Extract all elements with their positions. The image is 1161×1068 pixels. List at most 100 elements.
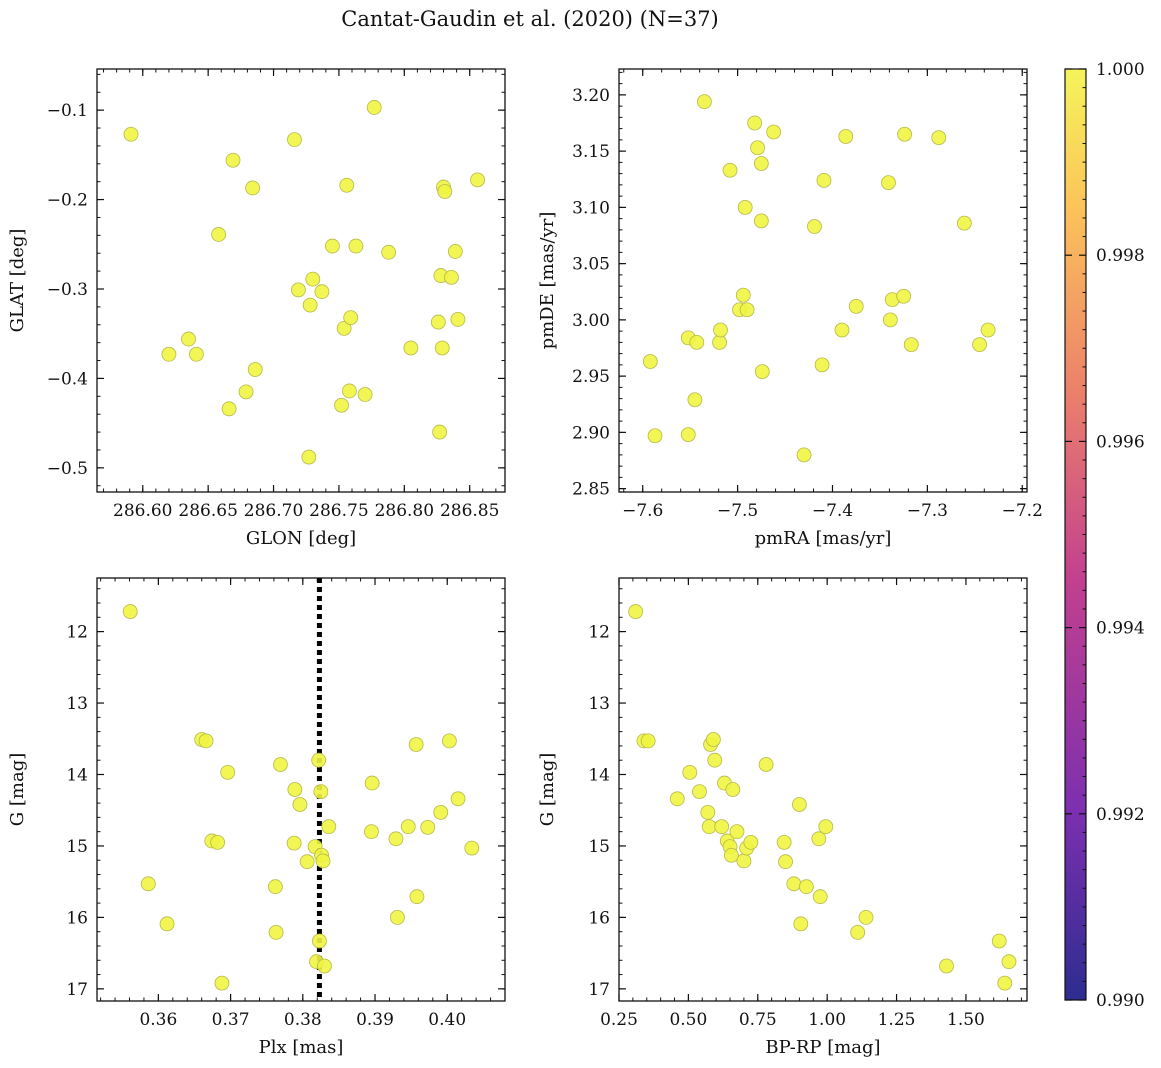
data-point (687, 392, 703, 408)
x-tick-label: 0.38 (284, 1010, 322, 1030)
data-point (211, 227, 227, 242)
x-tick-label: 0.39 (356, 1010, 394, 1030)
data-point (729, 824, 745, 840)
data-point (931, 130, 947, 146)
data-point (713, 322, 728, 338)
data-point (470, 172, 485, 188)
y-tick-label: 3.10 (572, 198, 610, 218)
data-point (776, 834, 792, 850)
data-point (343, 310, 359, 326)
data-point (311, 752, 327, 768)
data-point (739, 302, 755, 318)
data-point (210, 834, 225, 850)
y-tick-label: 12 (588, 623, 610, 643)
data-point (324, 238, 340, 254)
data-point (292, 797, 308, 812)
x-axis-label: Plx [mas] (259, 1037, 344, 1058)
x-tick-label: 286.75 (309, 501, 368, 521)
panel-plx-g: 0.36 0.37 0.38 0.39 0.40 12 13 14 15 16 17 Plx [mas… (7, 577, 506, 1058)
data-point (409, 889, 425, 905)
x-tick-label: −7.3 (907, 501, 948, 521)
data-point (364, 824, 379, 840)
data-point (818, 819, 834, 835)
y-axis-label: pmDE [mas/yr] (537, 212, 558, 350)
x-axis-label: pmRA [mas/yr] (755, 528, 892, 549)
y-axis-label: G [mag] (7, 753, 28, 826)
y-tick-label: −0.5 (47, 459, 88, 479)
data-point (750, 140, 765, 156)
data-point (321, 819, 337, 835)
x-tick-label: 0.37 (212, 1010, 250, 1030)
y-axis-label: G [mag] (537, 753, 558, 826)
data-point (317, 958, 332, 974)
data-point (403, 340, 419, 356)
colorbar: 0.990 0.992 0.994 0.996 0.998 1.000 (1064, 60, 1145, 1011)
data-point (268, 925, 284, 940)
y-tick-label: 17 (588, 980, 610, 1000)
x-tick-label: 286.80 (375, 501, 434, 521)
data-point (339, 177, 355, 193)
data-point (997, 975, 1013, 991)
panel-pmra-pmde: −7.6 −7.5 −7.4 −7.3 −7.2 3.20 3.15 3.10 3.05 3.00… (537, 68, 1043, 549)
data-point (159, 916, 175, 932)
data-point (433, 804, 449, 820)
data-point (314, 284, 330, 300)
x-tick-label: −7.5 (717, 501, 758, 521)
colorbar-tick-label: 1.000 (1096, 60, 1145, 80)
panel-glon-glat: 286.60 286.65 286.70 286.75 286.80 286.85 −0.1… (7, 68, 506, 549)
data-point (838, 129, 854, 144)
data-point (725, 782, 741, 797)
y-tick-label: −0.2 (47, 191, 88, 211)
data-point (247, 362, 263, 377)
data-point (388, 831, 404, 847)
data-point (430, 314, 446, 330)
x-tick-label: 286.65 (178, 501, 237, 521)
data-point (705, 732, 721, 747)
data-point (956, 215, 972, 231)
data-point (640, 733, 656, 749)
data-point (225, 152, 241, 168)
data-point (991, 933, 1007, 949)
data-point (315, 853, 331, 869)
x-tick-label: −7.4 (812, 501, 853, 521)
data-point (796, 447, 812, 463)
data-point (692, 784, 707, 800)
data-point (450, 791, 466, 807)
data-point (834, 322, 850, 338)
data-point (682, 764, 698, 780)
data-point (181, 331, 196, 347)
data-point (939, 958, 954, 974)
y-tick-label: 15 (66, 837, 88, 857)
data-point (188, 346, 204, 362)
data-point (198, 733, 214, 749)
data-point (714, 819, 730, 835)
data-point (221, 401, 237, 417)
x-tick-label: 1.50 (947, 1010, 985, 1030)
x-axis-label: BP-RP [mag] (765, 1037, 880, 1058)
x-tick-label: 0.25 (600, 1010, 638, 1030)
colorbar-tick-label: 0.998 (1096, 246, 1145, 266)
data-point (669, 791, 685, 807)
data-point (408, 737, 424, 752)
x-tick-label: 0.50 (669, 1010, 707, 1030)
data-point (220, 764, 236, 780)
y-axis-label: GLAT [deg] (7, 229, 28, 333)
x-tick-label: 1.00 (808, 1010, 846, 1030)
data-point (348, 238, 364, 254)
data-point (736, 853, 752, 869)
data-point (747, 115, 763, 131)
y-tick-label: 2.90 (572, 423, 610, 443)
data-point (712, 334, 727, 350)
data-point (400, 819, 416, 835)
data-point (161, 346, 177, 362)
figure-title: Cantat-Gaudin et al. (2020) (N=37) (341, 7, 719, 31)
y-tick-label: 15 (588, 837, 610, 857)
data-point (441, 733, 457, 749)
data-point (434, 340, 450, 356)
colorbar-tick-label: 0.994 (1096, 619, 1145, 639)
data-point (336, 320, 352, 336)
data-point (628, 604, 644, 619)
y-tick-label: 17 (66, 980, 88, 1000)
data-point (390, 910, 405, 925)
